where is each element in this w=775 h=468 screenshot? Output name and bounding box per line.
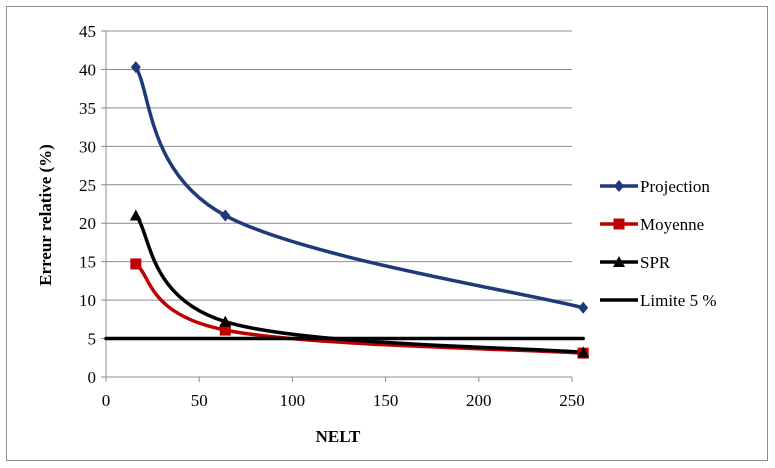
y-tick-label: 15 (79, 253, 96, 272)
x-tick-label: 150 (373, 391, 399, 410)
y-tick-label: 20 (79, 214, 96, 233)
data-point-1 (219, 324, 231, 336)
y-tick-label: 10 (79, 291, 96, 310)
x-tick-label: 100 (280, 391, 306, 410)
legend-marker (613, 256, 625, 267)
series-line-0 (134, 65, 585, 310)
legend-label: SPR (640, 253, 671, 272)
y-tick-label: 5 (88, 330, 97, 349)
legend-marker (614, 180, 624, 192)
data-point-2 (577, 346, 590, 358)
legend-label: Moyenne (640, 215, 704, 234)
data-point-1 (130, 258, 142, 270)
legend-label: Projection (640, 177, 710, 196)
data-point-2 (129, 209, 142, 221)
series-lines (104, 65, 585, 355)
x-tick-label: 200 (466, 391, 492, 410)
x-tick-label: 50 (191, 391, 208, 410)
x-tick-label: 250 (559, 391, 585, 410)
x-tick-labels: 0 50 100 150 200 250 (102, 391, 585, 410)
y-tick-label: 40 (79, 60, 96, 79)
series-markers (129, 61, 590, 359)
data-point-2 (219, 315, 232, 327)
data-point-0 (578, 301, 589, 314)
data-point-0 (220, 209, 231, 222)
y-tick-labels: 0 5 10 15 20 25 30 35 40 45 (79, 22, 96, 387)
y-tick-label: 0 (88, 368, 97, 387)
legend-marker (613, 218, 625, 230)
legend-label: Limite 5 % (640, 291, 716, 310)
y-axis-label: Erreur relative (%) (36, 144, 55, 286)
y-tick-label: 45 (79, 22, 96, 41)
y-tick-label: 35 (79, 99, 96, 118)
data-point-0 (130, 61, 141, 74)
legend: Projection Moyenne SPR Limite 5 % (600, 177, 716, 310)
axes (101, 30, 573, 382)
y-tick-label: 30 (79, 137, 96, 156)
x-axis-label: NELT (316, 427, 361, 446)
series-line-2 (134, 213, 585, 355)
chart-frame (6, 6, 768, 461)
x-tick-label: 0 (102, 391, 111, 410)
y-tick-label: 25 (79, 176, 96, 195)
